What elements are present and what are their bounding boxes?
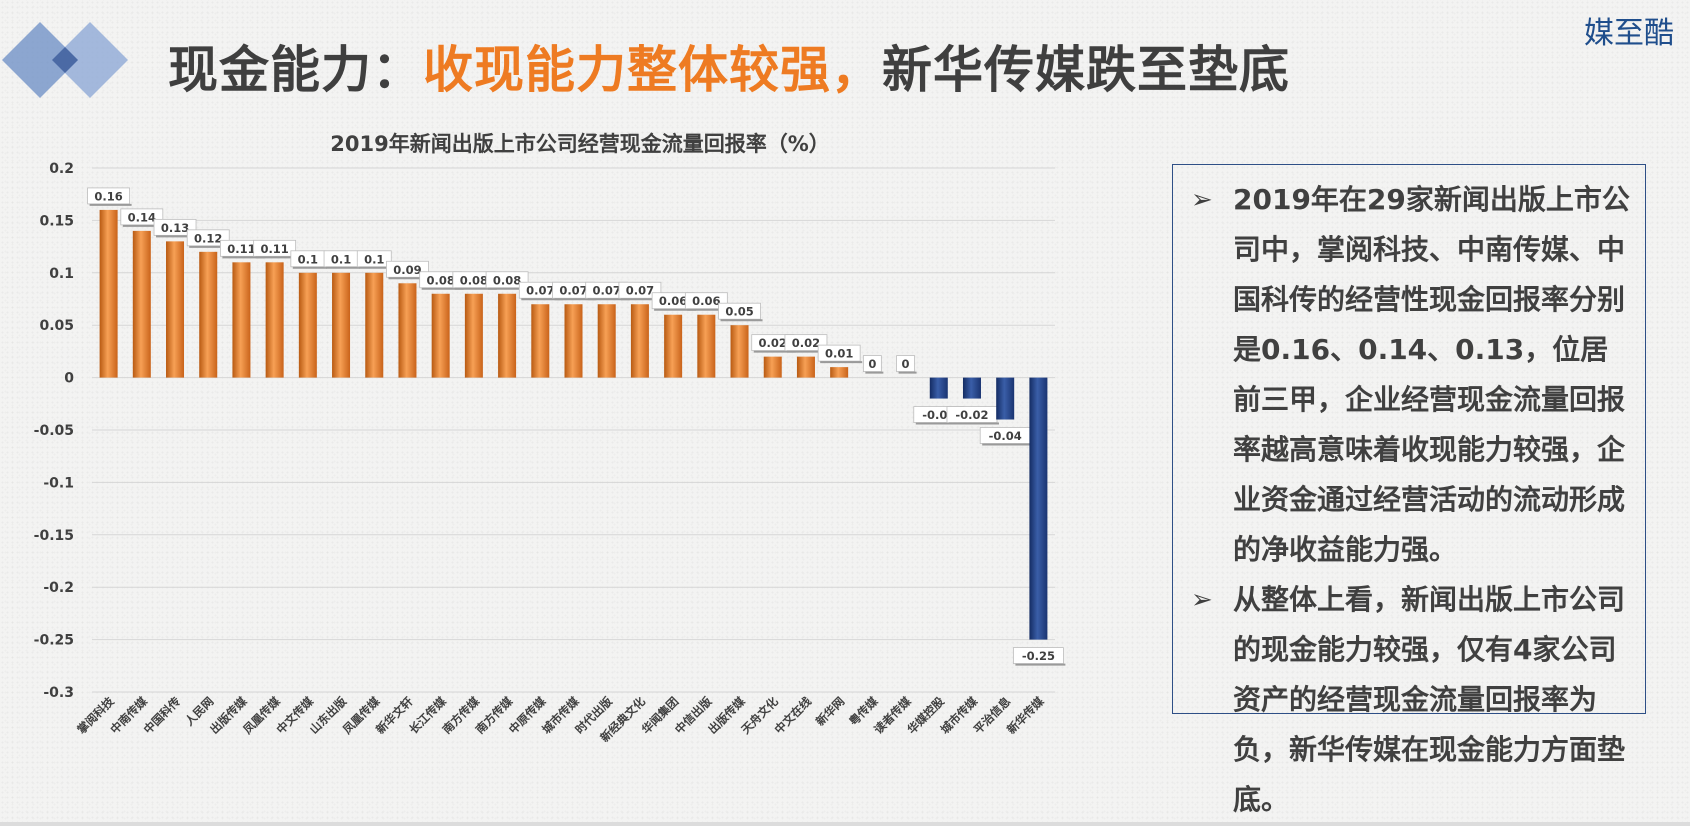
page-title: 现金能力：收现能力整体较强，新华传媒跌至垫底 bbox=[168, 30, 1290, 102]
bar bbox=[464, 293, 483, 378]
data-label: 0.11 bbox=[260, 242, 288, 256]
data-label-box bbox=[618, 281, 662, 299]
data-label: 0.05 bbox=[725, 305, 753, 319]
chart-x-axis: 掌阅科技中南传媒中国科传人民网出版传媒凤凰传媒中文传媒山东出版凤凰传媒新华文轩长… bbox=[74, 694, 1047, 745]
bar bbox=[630, 304, 649, 378]
title-prefix: 现金能力： bbox=[168, 41, 423, 99]
bar bbox=[996, 377, 1015, 420]
data-label: 0.06 bbox=[692, 294, 720, 308]
y-tick-label: -0.1 bbox=[43, 475, 74, 491]
bar bbox=[830, 367, 849, 378]
y-tick-label: 0 bbox=[64, 371, 74, 387]
bar bbox=[431, 293, 450, 378]
bar bbox=[99, 209, 118, 378]
data-label: -0.02 bbox=[955, 408, 988, 422]
cash-flow-return-bar-chart: 2019年新闻出版上市公司经营现金流量回报率（%） 0.2 0.15 0.1 0.05… bbox=[34, 132, 1066, 745]
data-label: 0.12 bbox=[194, 231, 222, 245]
data-label: 0.07 bbox=[626, 284, 654, 298]
y-tick-label: 0.2 bbox=[49, 161, 74, 177]
bar bbox=[1029, 377, 1048, 640]
data-label: 0 bbox=[902, 357, 910, 371]
bar bbox=[498, 293, 517, 378]
y-tick-label: 0.1 bbox=[49, 266, 74, 282]
data-label: 0.11 bbox=[227, 242, 255, 256]
arrow-bullet-icon: ➢ bbox=[1191, 585, 1213, 615]
data-label: 0.1 bbox=[298, 252, 318, 266]
title-highlight: 收现能力整体较强， bbox=[423, 41, 882, 99]
bar bbox=[531, 304, 550, 378]
data-label: 0.02 bbox=[759, 336, 787, 350]
x-tick-label: 新华网 bbox=[813, 694, 847, 728]
y-tick-label: -0.15 bbox=[34, 528, 74, 544]
bar bbox=[166, 241, 185, 378]
data-label: 0.08 bbox=[426, 273, 454, 287]
data-label: 0.08 bbox=[460, 273, 488, 287]
bar bbox=[962, 377, 981, 399]
data-label: 0.07 bbox=[526, 284, 554, 298]
bar bbox=[929, 377, 948, 399]
y-tick-label: 0.05 bbox=[39, 318, 74, 334]
summary-textbox: ➢ 2019年在29家新闻出版上市公司中，掌阅科技、中南传媒、中国科传的经营性现… bbox=[1172, 164, 1646, 816]
bottom-divider bbox=[0, 822, 1690, 826]
data-label: 0.06 bbox=[659, 294, 687, 308]
data-label: 0.02 bbox=[792, 336, 820, 350]
arrow-bullet-icon: ➢ bbox=[1191, 185, 1213, 215]
y-tick-label: -0.2 bbox=[43, 580, 74, 596]
bar bbox=[597, 304, 616, 378]
y-tick-label: -0.05 bbox=[34, 423, 74, 439]
summary-bullet-1: ➢ 2019年在29家新闻出版上市公司中，掌阅科技、中南传媒、中国科传的经营性现… bbox=[1187, 175, 1631, 575]
y-tick-label: -0.25 bbox=[34, 633, 74, 649]
data-label: 0.09 bbox=[393, 263, 421, 277]
data-label: 0.1 bbox=[364, 252, 384, 266]
bar bbox=[265, 262, 284, 378]
data-label: 0.13 bbox=[161, 221, 189, 235]
summary-bullet-2-text: 从整体上看，新闻出版上市公司的现金能力较强，仅有4家公司资产的经营现金流量回报率… bbox=[1233, 583, 1626, 816]
chart-y-axis: 0.2 0.15 0.1 0.05 0 -0.05 -0.1 -0.15 -0.2 -0.25 -0… bbox=[34, 161, 75, 701]
y-tick-label: -0.3 bbox=[43, 685, 74, 701]
data-label: 0.07 bbox=[559, 284, 587, 298]
bar bbox=[365, 272, 384, 378]
bar bbox=[398, 283, 417, 378]
x-tick-label: 中文在线 bbox=[772, 694, 815, 737]
data-label: 0 bbox=[868, 357, 876, 371]
data-label: 0.16 bbox=[94, 189, 122, 203]
data-label: 0.08 bbox=[493, 273, 521, 287]
bar bbox=[796, 356, 815, 378]
data-label: 0.1 bbox=[331, 252, 351, 266]
bar bbox=[199, 251, 218, 378]
bar bbox=[763, 356, 782, 378]
bar bbox=[232, 262, 251, 378]
brand-logo-text: 媒至酷 bbox=[1584, 16, 1674, 51]
bar bbox=[298, 272, 317, 378]
summary-bullet-1-text: 2019年在29家新闻出版上市公司中，掌阅科技、中南传媒、中国科传的经营性现金回… bbox=[1233, 183, 1630, 566]
bar bbox=[697, 314, 716, 378]
bar bbox=[564, 304, 583, 378]
chart-bars: 0.16 0.14 0.13 0.12 0.11 0.11 0.1 0.1 0.1 0.09 0.0… bbox=[87, 187, 1066, 666]
y-tick-label: 0.15 bbox=[39, 213, 74, 229]
summary-bullet-2: ➢ 从整体上看，新闻出版上市公司的现金能力较强，仅有4家公司资产的经营现金流量回… bbox=[1187, 575, 1631, 825]
data-label: 0.07 bbox=[593, 284, 621, 298]
data-label: 0.14 bbox=[128, 210, 156, 224]
x-tick-label: 新华传媒 bbox=[1004, 694, 1047, 737]
bar bbox=[332, 272, 351, 378]
bar bbox=[730, 325, 749, 378]
x-tick-label: 中国科传 bbox=[141, 694, 184, 737]
bar bbox=[132, 230, 151, 378]
data-label: -0.04 bbox=[989, 429, 1022, 443]
chart-title: 2019年新闻出版上市公司经营现金流量回报率（%） bbox=[330, 132, 830, 156]
bar bbox=[664, 314, 683, 378]
data-label: 0.01 bbox=[825, 347, 853, 361]
decorative-diamonds-logo bbox=[2, 22, 128, 98]
data-label: -0.25 bbox=[1022, 649, 1055, 663]
title-suffix: 新华传媒跌至垫底 bbox=[882, 41, 1290, 99]
data-label-box bbox=[356, 250, 392, 268]
